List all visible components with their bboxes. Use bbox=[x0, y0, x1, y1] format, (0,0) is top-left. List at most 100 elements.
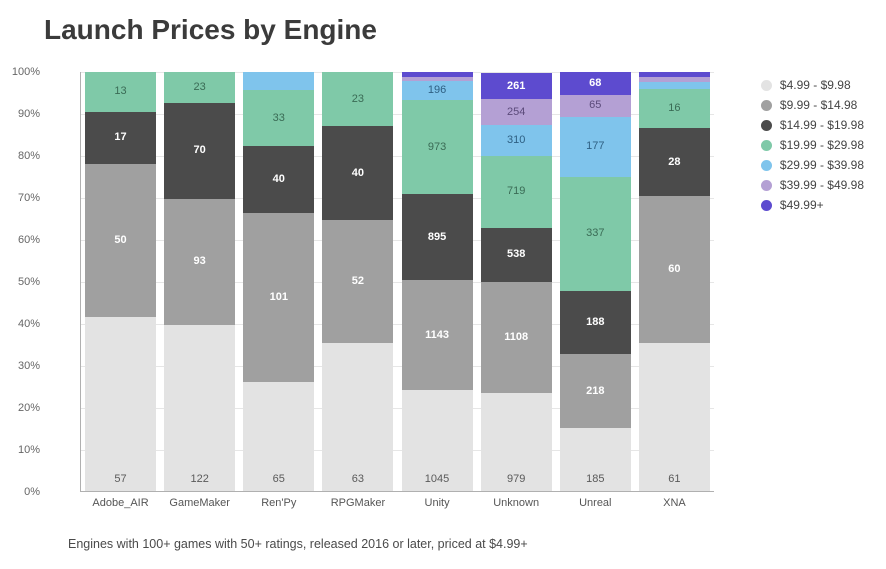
segment-value-label: 60 bbox=[668, 264, 680, 275]
bar-segment: 57 bbox=[85, 317, 156, 491]
bar-segment: 23 bbox=[322, 72, 393, 126]
x-category-label: Unreal bbox=[579, 497, 611, 509]
chart-caption: Engines with 100+ games with 50+ ratings… bbox=[68, 537, 528, 551]
legend-item: $4.99 - $9.98 bbox=[761, 78, 864, 92]
segment-value-label: 23 bbox=[352, 94, 364, 105]
segment-value-label: 13 bbox=[114, 86, 126, 97]
bar-segment: 28 bbox=[639, 128, 710, 196]
segment-value-label: 52 bbox=[352, 276, 364, 287]
bar-segment: 63 bbox=[322, 343, 393, 491]
segment-value-label: 177 bbox=[586, 141, 604, 152]
legend-item: $29.99 - $39.98 bbox=[761, 158, 864, 172]
bar-segment: 254 bbox=[481, 99, 552, 125]
bar-segment: 177 bbox=[560, 117, 631, 177]
bar-segment: 40 bbox=[243, 146, 314, 213]
legend-swatch bbox=[761, 100, 772, 111]
x-category-label: Ren'Py bbox=[261, 497, 296, 509]
bar-segment: 185 bbox=[560, 428, 631, 491]
legend-swatch bbox=[761, 140, 772, 151]
segment-value-label: 40 bbox=[273, 174, 285, 185]
bar-segment: 33 bbox=[243, 90, 314, 145]
legend: $4.99 - $9.98 $9.99 - $14.98 $14.99 - $19.… bbox=[761, 78, 864, 218]
bar-segment: 538 bbox=[481, 228, 552, 282]
x-category-label: RPGMaker bbox=[331, 497, 385, 509]
legend-label: $29.99 - $39.98 bbox=[780, 158, 864, 172]
bar-segment: 50 bbox=[85, 164, 156, 317]
bar-segment: 93 bbox=[164, 199, 235, 326]
legend-label: $19.99 - $29.98 bbox=[780, 138, 864, 152]
segment-value-label: 1045 bbox=[425, 474, 449, 485]
y-tick-label: 70% bbox=[8, 192, 40, 204]
bar-segment: 60 bbox=[639, 196, 710, 342]
segment-value-label: 719 bbox=[507, 186, 525, 197]
legend-swatch bbox=[761, 160, 772, 171]
bar-segment: 13 bbox=[85, 72, 156, 112]
bar-segment: 973 bbox=[402, 100, 473, 194]
x-category-label: Unknown bbox=[493, 497, 539, 509]
segment-value-label: 973 bbox=[428, 142, 446, 153]
segment-value-label: 538 bbox=[507, 249, 525, 260]
bar-segment: 895 bbox=[402, 194, 473, 280]
bar-segment: 40 bbox=[322, 126, 393, 220]
bar-segment: 218 bbox=[560, 354, 631, 428]
plot: 13175057Adobe_AIR237093122GameMaker33401… bbox=[80, 72, 714, 492]
segment-value-label: 979 bbox=[507, 474, 525, 485]
bar-column: 19697389511431045Unity bbox=[402, 72, 473, 491]
legend-label: $14.99 - $19.98 bbox=[780, 118, 864, 132]
legend-swatch bbox=[761, 180, 772, 191]
bar-column: 23405263RPGMaker bbox=[322, 72, 393, 491]
bar-segment: 68 bbox=[560, 72, 631, 95]
segment-value-label: 122 bbox=[190, 474, 208, 485]
bar-segment: 101 bbox=[243, 213, 314, 382]
bar-column: 237093122GameMaker bbox=[164, 72, 235, 491]
legend-label: $39.99 - $49.98 bbox=[780, 178, 864, 192]
bar-segment: 70 bbox=[164, 103, 235, 198]
legend-item: $9.99 - $14.98 bbox=[761, 98, 864, 112]
bar-segment: 719 bbox=[481, 156, 552, 228]
segment-value-label: 63 bbox=[352, 474, 364, 485]
segment-value-label: 93 bbox=[194, 256, 206, 267]
y-tick-label: 100% bbox=[8, 66, 40, 78]
y-tick-label: 60% bbox=[8, 234, 40, 246]
legend-label: $49.99+ bbox=[780, 198, 824, 212]
segment-value-label: 337 bbox=[586, 228, 604, 239]
bar-segment: 23 bbox=[164, 72, 235, 103]
bar-segment bbox=[243, 72, 314, 90]
y-tick-label: 80% bbox=[8, 150, 40, 162]
bar-segment: 979 bbox=[481, 393, 552, 491]
y-tick-label: 90% bbox=[8, 108, 40, 120]
segment-value-label: 65 bbox=[589, 100, 601, 111]
bar-column: 2612543107195381108979Unknown bbox=[481, 72, 552, 491]
segment-value-label: 70 bbox=[194, 145, 206, 156]
x-category-label: GameMaker bbox=[169, 497, 230, 509]
bar-segment: 65 bbox=[560, 95, 631, 117]
y-tick-label: 20% bbox=[8, 402, 40, 414]
segment-value-label: 895 bbox=[428, 232, 446, 243]
legend-item: $39.99 - $49.98 bbox=[761, 178, 864, 192]
bar-segment: 122 bbox=[164, 325, 235, 491]
x-category-label: Unity bbox=[425, 497, 450, 509]
segment-value-label: 101 bbox=[270, 292, 288, 303]
segment-value-label: 28 bbox=[668, 157, 680, 168]
bar-segment: 261 bbox=[481, 73, 552, 99]
legend-item: $19.99 - $29.98 bbox=[761, 138, 864, 152]
legend-swatch bbox=[761, 120, 772, 131]
segment-value-label: 61 bbox=[668, 474, 680, 485]
segment-value-label: 185 bbox=[586, 474, 604, 485]
chart-title: Launch Prices by Engine bbox=[44, 14, 377, 46]
bar-segment: 52 bbox=[322, 220, 393, 342]
segment-value-label: 65 bbox=[273, 474, 285, 485]
y-tick-label: 0% bbox=[8, 486, 40, 498]
segment-value-label: 57 bbox=[114, 474, 126, 485]
x-category-label: XNA bbox=[663, 497, 686, 509]
legend-label: $4.99 - $9.98 bbox=[780, 78, 851, 92]
segment-value-label: 16 bbox=[668, 103, 680, 114]
bar-segment: 65 bbox=[243, 382, 314, 491]
bar-segment: 188 bbox=[560, 291, 631, 355]
legend-label: $9.99 - $14.98 bbox=[780, 98, 857, 112]
bars-container: 13175057Adobe_AIR237093122GameMaker33401… bbox=[81, 72, 714, 491]
bar-column: 6865177337188218185Unreal bbox=[560, 72, 631, 491]
segment-value-label: 310 bbox=[507, 135, 525, 146]
bar-column: 16286061XNA bbox=[639, 72, 710, 491]
bar-column: 334010165Ren'Py bbox=[243, 72, 314, 491]
